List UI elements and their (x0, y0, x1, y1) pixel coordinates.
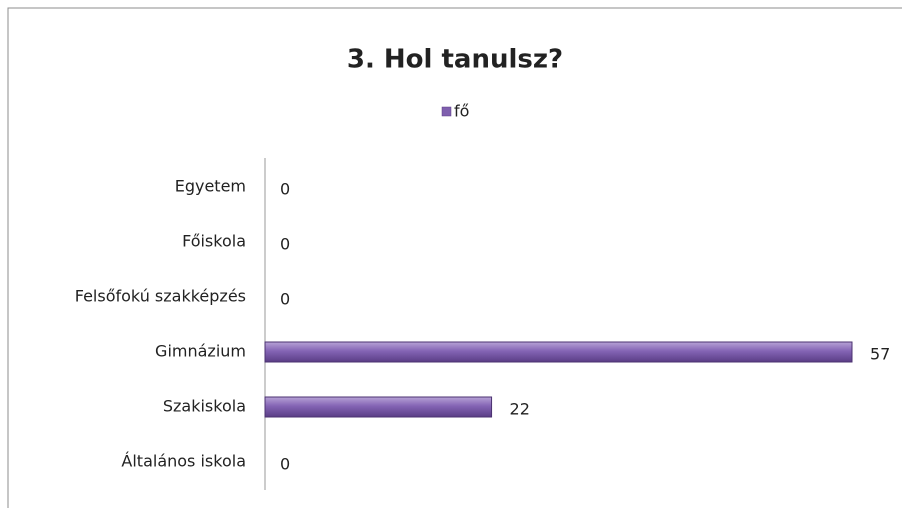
bar (264, 396, 493, 418)
legend-swatch (441, 106, 452, 117)
data-label: 0 (280, 455, 290, 474)
data-label: 0 (280, 235, 290, 254)
data-label: 0 (280, 290, 290, 309)
y-tick-label: Általános iskola (121, 452, 246, 471)
y-tick-label: Szakiskola (163, 397, 246, 416)
data-label: 57 (870, 345, 890, 364)
y-tick-label: Felsőfokú szakképzés (75, 287, 246, 306)
y-tick-label: Főiskola (182, 232, 246, 251)
data-label: 22 (510, 400, 530, 419)
legend-label: fő (454, 102, 469, 121)
y-tick-label: Egyetem (175, 177, 246, 196)
chart-title: 3. Hol tanulsz? (347, 45, 563, 75)
bar (264, 341, 853, 363)
data-label: 0 (280, 180, 290, 199)
legend: fő (441, 102, 469, 121)
chart-border (7, 7, 902, 508)
y-tick-label: Gimnázium (155, 342, 246, 361)
